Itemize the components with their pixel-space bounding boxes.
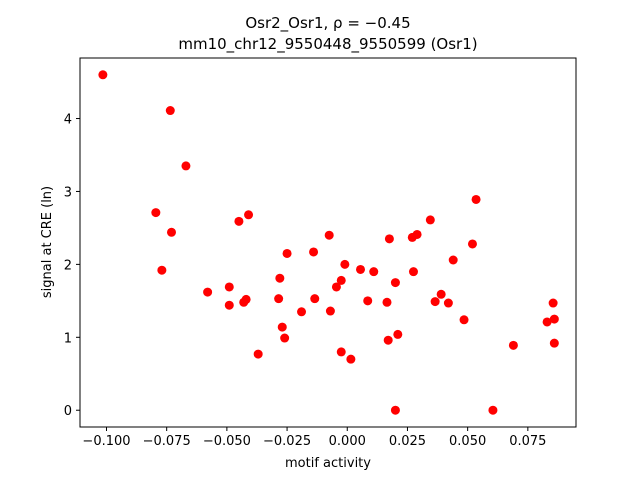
data-point-52 — [548, 298, 558, 308]
data-point-18 — [280, 333, 290, 343]
data-point-39 — [412, 229, 422, 239]
x-axis-label: motif activity — [285, 456, 371, 471]
data-point-45 — [448, 255, 458, 265]
data-point-29 — [356, 264, 366, 274]
data-point-54 — [549, 338, 559, 348]
chart-title-line1: Osr2_Osr1, ρ = −0.45 — [245, 14, 410, 33]
y-tick-label: 0 — [64, 404, 72, 419]
x-tick-label: −0.050 — [203, 434, 251, 449]
data-point-37 — [390, 405, 400, 415]
x-tick-label: 0.000 — [329, 434, 366, 449]
data-point-15 — [275, 273, 285, 283]
data-point-0 — [98, 70, 108, 80]
data-point-23 — [325, 306, 335, 316]
x-tick-label: 0.025 — [389, 434, 426, 449]
y-tick-label: 3 — [64, 185, 72, 200]
data-point-51 — [542, 317, 552, 327]
data-point-21 — [310, 294, 320, 304]
data-point-6 — [234, 216, 244, 226]
data-point-28 — [346, 354, 356, 364]
data-point-32 — [382, 297, 392, 307]
data-point-41 — [425, 215, 435, 225]
y-axis-ticks: 0 1 2 3 4 — [64, 113, 80, 419]
data-point-13 — [253, 349, 263, 359]
data-point-25 — [336, 275, 346, 285]
x-axis-ticks: −0.100 −0.075 −0.050 −0.025 0.000 0.025 0.050 0… — [82, 427, 546, 449]
data-points — [98, 70, 559, 415]
data-point-12 — [241, 294, 251, 304]
data-point-34 — [384, 234, 394, 244]
data-point-22 — [324, 230, 334, 240]
data-point-17 — [277, 322, 287, 332]
data-point-20 — [309, 247, 319, 257]
data-point-36 — [393, 329, 403, 339]
data-point-43 — [436, 289, 446, 299]
data-point-40 — [408, 267, 418, 277]
x-tick-label: 0.050 — [449, 434, 486, 449]
data-point-19 — [297, 307, 307, 317]
chart-title-line2: mm10_chr12_9550448_9550599 (Osr1) — [178, 35, 477, 54]
y-tick-label: 2 — [64, 258, 72, 273]
data-point-10 — [224, 300, 234, 310]
y-tick-label: 4 — [64, 113, 72, 128]
data-point-9 — [224, 282, 234, 292]
data-point-48 — [471, 194, 481, 204]
data-point-44 — [443, 298, 453, 308]
data-point-49 — [488, 405, 498, 415]
data-point-47 — [467, 239, 477, 249]
data-point-3 — [151, 208, 161, 218]
data-point-7 — [157, 265, 167, 275]
x-tick-label: −0.075 — [143, 434, 191, 449]
data-point-33 — [383, 335, 393, 345]
x-tick-label: −0.100 — [82, 434, 130, 449]
data-point-24 — [331, 282, 341, 292]
data-point-35 — [390, 278, 400, 288]
x-tick-label: 0.075 — [509, 434, 546, 449]
data-point-4 — [166, 227, 176, 237]
data-point-1 — [165, 106, 175, 116]
data-point-46 — [459, 315, 469, 325]
x-tick-label: −0.025 — [263, 434, 311, 449]
data-point-27 — [336, 347, 346, 357]
data-point-50 — [508, 340, 518, 350]
data-point-30 — [363, 296, 373, 306]
y-axis-label: signal at CRE (ln) — [40, 186, 55, 298]
data-point-31 — [369, 267, 379, 277]
data-point-53 — [549, 314, 559, 324]
y-tick-label: 1 — [64, 331, 72, 346]
data-point-2 — [181, 161, 191, 171]
data-point-14 — [282, 248, 292, 258]
data-point-8 — [203, 287, 213, 297]
data-point-16 — [274, 294, 284, 304]
plot-frame — [79, 57, 577, 428]
data-point-26 — [340, 259, 350, 269]
data-point-5 — [244, 210, 254, 220]
data-point-42 — [430, 297, 440, 307]
